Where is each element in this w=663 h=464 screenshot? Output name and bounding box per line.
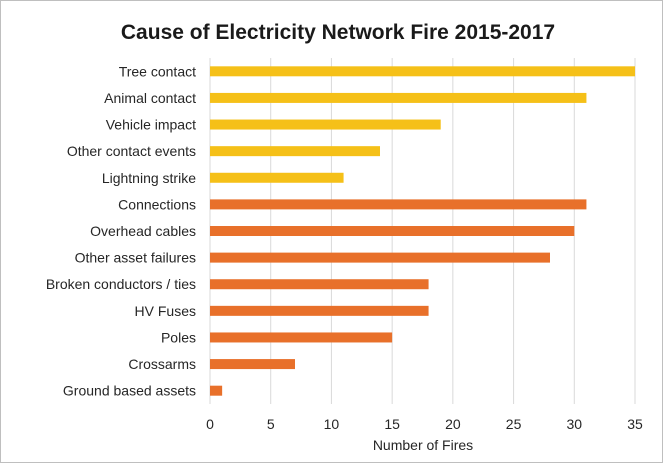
bar (210, 359, 295, 370)
bar (210, 305, 429, 316)
category-label: Crossarms (128, 356, 196, 372)
bar (210, 146, 380, 157)
chart-title: Cause of Electricity Network Fire 2015-2… (121, 21, 555, 44)
bars (210, 66, 635, 396)
bar (210, 279, 429, 290)
category-label: Connections (118, 196, 196, 212)
x-tick-label: 15 (384, 416, 400, 432)
category-label: Overhead cables (90, 223, 196, 239)
x-tick-label: 25 (506, 416, 522, 432)
category-label: Tree contact (119, 63, 196, 79)
bar (210, 226, 575, 236)
bar (210, 92, 587, 103)
category-label: Broken conductors / ties (46, 276, 196, 292)
category-labels: Tree contact Animal contact Vehicle impact… (46, 63, 196, 398)
x-axis-title: Number of Fires (373, 437, 473, 453)
category-label: Other contact events (67, 143, 196, 159)
bar (210, 119, 441, 130)
category-label: Poles (161, 329, 196, 345)
x-tick-label: 0 (206, 416, 214, 432)
category-label: Lightning strike (102, 170, 196, 186)
category-label: Animal contact (104, 90, 196, 106)
bar (210, 172, 344, 183)
x-tick-label: 10 (324, 416, 340, 432)
bar (210, 385, 223, 396)
bar (210, 252, 550, 263)
bar (210, 332, 393, 343)
bar (210, 66, 635, 77)
category-label: Ground based assets (63, 383, 196, 399)
x-tick-label: 30 (566, 416, 582, 432)
category-label: HV Fuses (135, 303, 196, 319)
x-tick-label: 5 (267, 416, 275, 432)
category-label: Other asset failures (75, 250, 196, 266)
x-axis-ticks: 0 5 10 15 20 25 30 35 (206, 416, 643, 432)
bar (210, 199, 587, 210)
x-tick-label: 20 (445, 416, 461, 432)
category-label: Vehicle impact (106, 117, 196, 133)
x-tick-label: 35 (627, 416, 643, 432)
